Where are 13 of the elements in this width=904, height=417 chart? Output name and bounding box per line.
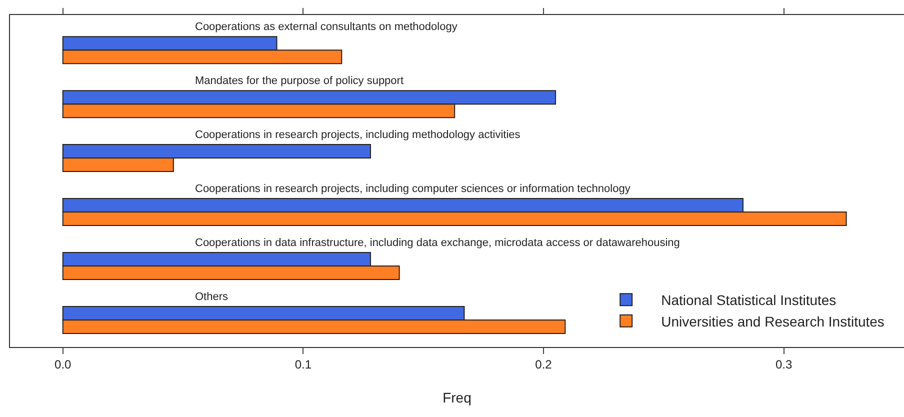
y-tick-label: Mandates for the purpose of policy support [195,75,404,87]
y-tick-label: Cooperations in data infrastructure, including data exchange, microdata access or datawarehousing [195,237,680,249]
x-tick-label: 0.2 [535,357,552,372]
x-tick-label: 0.1 [294,357,312,372]
y-tick-label: Cooperations in research projects, including methodology activities [195,129,521,141]
y-tick-label: Cooperations as external consultants on methodology [195,21,458,33]
legend-label: National Statistical Institutes [661,292,836,308]
legend-label: Universities and Research Institutes [661,313,884,330]
x-tick-label: 0.3 [775,357,793,372]
x-tick-label: 0.0 [54,357,72,372]
y-tick-label: Others [195,291,229,303]
y-tick-label: Cooperations in research projects, including computer sciences or information technology [195,183,631,195]
x-axis-title: Freq [442,390,472,406]
